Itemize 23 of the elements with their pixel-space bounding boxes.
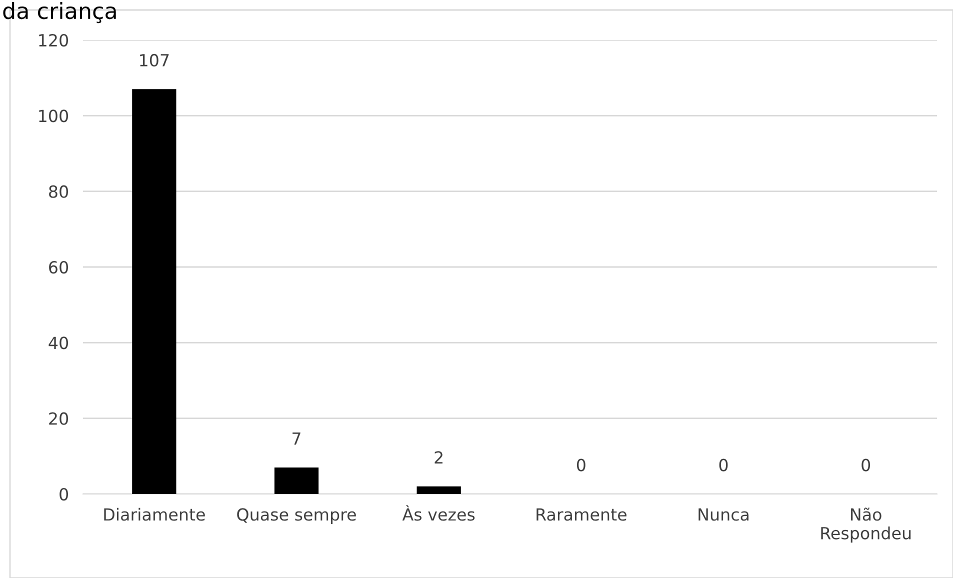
data-label: 107 — [140, 54, 169, 67]
y-tick-label: 0 — [60, 488, 68, 501]
x-tick-label: Nunca — [698, 508, 748, 521]
data-label: 0 — [576, 458, 586, 472]
x-tick-label: Quase sempre — [237, 508, 356, 524]
y-tick-label: 20 — [49, 412, 68, 425]
y-tick-label: 40 — [48, 336, 68, 350]
bar — [132, 89, 176, 494]
data-label: 0 — [862, 458, 870, 472]
chart-title: da criança — [3, 2, 116, 24]
x-tick-label: Às vezes — [402, 505, 475, 521]
x-tick-label: Raramente — [536, 508, 626, 521]
x-tick-label: Não Respondeu — [821, 508, 911, 543]
y-tick-label: 80 — [49, 185, 68, 198]
bar — [416, 486, 461, 494]
data-label: 0 — [719, 458, 728, 472]
y-tick-label: 60 — [49, 260, 68, 274]
data-label: 2 — [434, 451, 442, 464]
data-label: 7 — [292, 432, 300, 445]
bar — [274, 468, 319, 494]
y-tick-label: 120 — [39, 34, 68, 47]
y-tick-label: 100 — [39, 110, 68, 122]
x-tick-label: Diariamente — [104, 508, 205, 521]
